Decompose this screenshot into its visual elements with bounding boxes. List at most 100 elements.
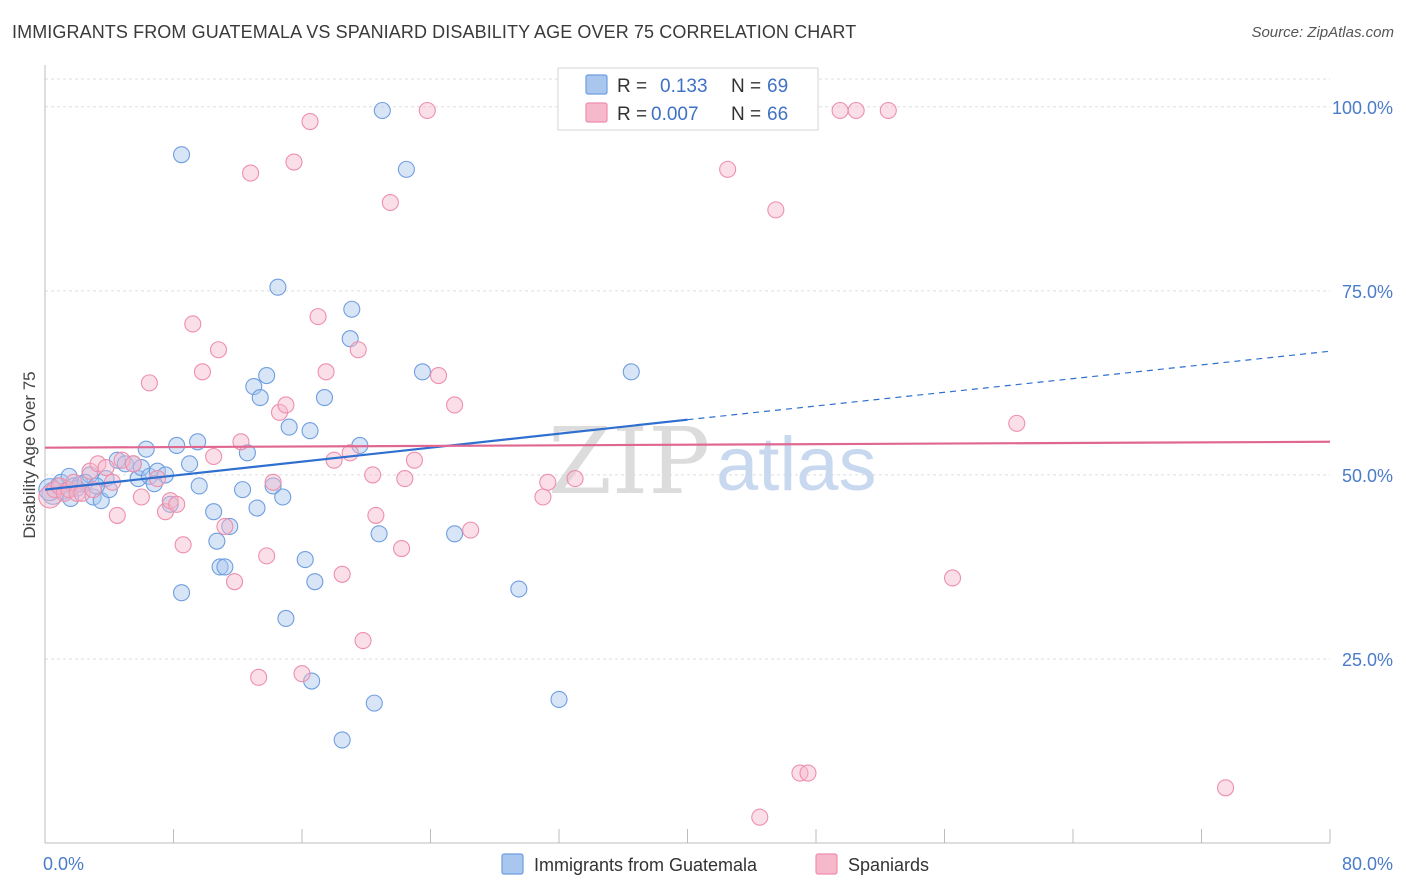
data-point: [301, 422, 319, 440]
data-point: [349, 341, 367, 359]
data-point: [566, 470, 584, 488]
data-point: [879, 101, 897, 120]
data-point: [373, 101, 391, 120]
data-point: [172, 584, 191, 602]
data-point: [847, 101, 865, 120]
trend-line: [44, 418, 688, 491]
data-point: [306, 573, 324, 591]
data-point: [296, 551, 314, 569]
data-point: [381, 193, 399, 212]
series-spaniards: [38, 101, 1235, 826]
data-point: [1217, 779, 1235, 797]
y-axis-label: Disability Age Over 75: [20, 371, 39, 538]
data-point: [108, 506, 126, 524]
data-point: [393, 539, 411, 558]
x-tick-label: 0.0%: [43, 854, 84, 874]
data-point: [209, 341, 228, 359]
data-point: [132, 488, 150, 506]
data-point: [1008, 414, 1026, 432]
data-point: [140, 374, 158, 392]
data-point: [97, 458, 115, 477]
data-point: [168, 495, 186, 513]
data-point: [767, 201, 785, 219]
data-point: [245, 378, 263, 396]
legend-swatch-guatemala: [585, 74, 608, 95]
gridlines: [45, 78, 1330, 660]
data-point: [277, 609, 295, 628]
data-points: [38, 101, 1235, 826]
data-point: [462, 521, 480, 539]
legend-swatch-guatemala: [501, 853, 524, 875]
y-tick-labels: 25.0% 50.0% 75.0% 100.0%: [1332, 98, 1393, 670]
data-point: [181, 455, 199, 473]
data-point: [174, 536, 192, 554]
x-tick-label: 80.0%: [1342, 854, 1393, 874]
data-point: [719, 160, 737, 178]
data-point: [211, 558, 229, 576]
legend-swatch-spaniards: [815, 853, 838, 875]
data-point: [413, 363, 432, 381]
trend-line: [44, 440, 1331, 449]
data-point: [799, 764, 817, 782]
data-point: [354, 631, 372, 650]
data-point: [280, 418, 298, 436]
data-point: [293, 665, 311, 683]
data-point: [193, 363, 211, 381]
watermark: ZIP atlas: [548, 408, 877, 515]
data-point: [145, 475, 163, 493]
legend-r-label: R =: [617, 76, 647, 97]
data-point: [301, 112, 319, 131]
data-point: [124, 455, 142, 473]
data-point: [309, 308, 327, 326]
legend-n-value: 66: [767, 104, 788, 125]
series-legend: Immigrants from Guatemala Spaniards: [501, 853, 929, 875]
data-point: [221, 517, 239, 535]
data-point: [250, 668, 268, 686]
legend-r-value: 0.133: [660, 76, 708, 97]
legend-n-label: N =: [731, 76, 761, 97]
data-point: [248, 499, 266, 517]
data-point: [325, 451, 343, 469]
data-point: [216, 517, 234, 535]
data-point: [258, 366, 276, 385]
data-point: [189, 433, 207, 451]
y-tick-label: 25.0%: [1342, 650, 1393, 670]
data-point: [418, 101, 436, 120]
y-tick-label: 50.0%: [1342, 466, 1393, 486]
data-point: [84, 488, 102, 506]
data-point: [205, 503, 223, 521]
data-point: [343, 300, 361, 318]
legend-r-label: R =: [617, 104, 647, 125]
trend-lines: [44, 350, 1331, 491]
data-point: [148, 462, 166, 480]
data-point: [168, 436, 186, 455]
data-point: [137, 440, 155, 458]
data-point: [365, 694, 383, 712]
data-point: [277, 396, 295, 414]
legend-label-guatemala: Immigrants from Guatemala: [534, 855, 758, 875]
data-point: [429, 366, 448, 385]
correlation-legend: R = 0.133 N = 69 R = 0.007 N = 66: [557, 67, 819, 131]
data-point: [269, 278, 287, 296]
data-point: [251, 389, 269, 407]
data-point: [317, 363, 335, 381]
data-point: [184, 315, 202, 333]
data-point: [315, 389, 334, 407]
data-point: [333, 731, 351, 749]
legend-label-spaniards: Spaniards: [848, 855, 929, 875]
data-point: [943, 569, 962, 587]
x-tick-labels: 0.0% 80.0%: [43, 854, 1393, 874]
y-tick-label: 75.0%: [1342, 282, 1393, 302]
data-point: [258, 547, 276, 565]
data-point: [370, 525, 388, 543]
data-point: [205, 447, 223, 466]
watermark-atlas: atlas: [716, 422, 877, 507]
series-guatemala: [38, 101, 640, 749]
data-point: [539, 473, 557, 491]
data-point: [397, 160, 415, 178]
data-point: [274, 488, 292, 506]
trend-line-extension: [687, 350, 1331, 421]
y-tick-label: 100.0%: [1332, 98, 1393, 118]
data-point: [190, 477, 208, 495]
data-point: [89, 455, 107, 473]
